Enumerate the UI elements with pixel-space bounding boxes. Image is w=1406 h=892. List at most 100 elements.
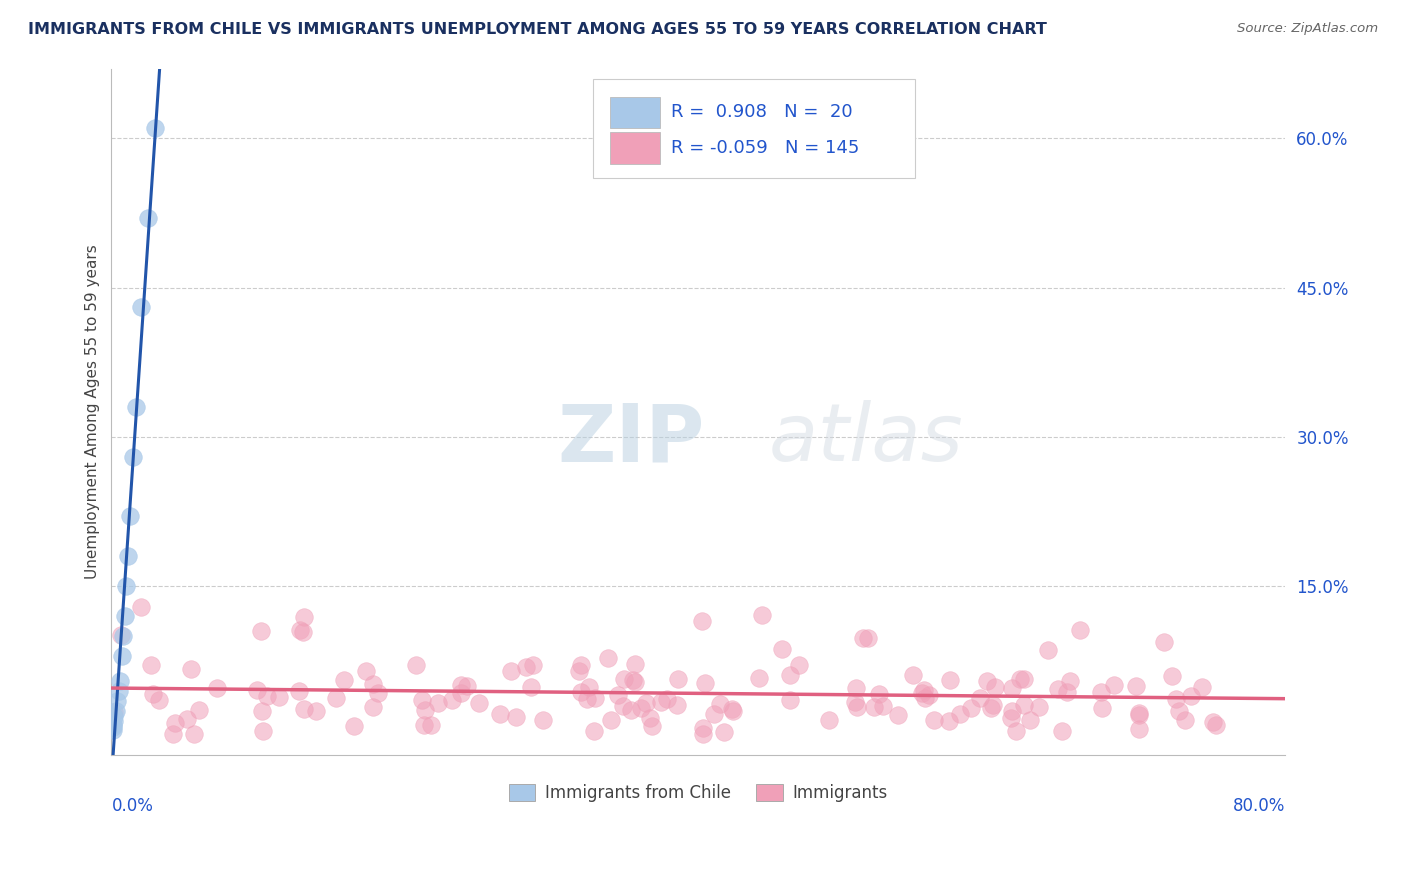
Point xyxy=(188,703,211,717)
Point xyxy=(576,692,599,706)
Point xyxy=(634,697,657,711)
Point xyxy=(721,704,744,718)
Point xyxy=(1005,723,1028,738)
Point xyxy=(1059,673,1081,688)
Point xyxy=(703,707,725,722)
Point xyxy=(205,681,228,695)
Text: Source: ZipAtlas.com: Source: ZipAtlas.com xyxy=(1237,22,1378,36)
Point xyxy=(914,691,936,706)
Text: R =  0.908   N =  20: R = 0.908 N = 20 xyxy=(671,103,853,121)
Point xyxy=(844,695,866,709)
Point xyxy=(1091,701,1114,715)
Point xyxy=(145,121,167,136)
Point xyxy=(249,624,271,638)
Point xyxy=(924,713,946,727)
Point xyxy=(117,549,139,564)
Point xyxy=(981,698,1004,712)
Point xyxy=(505,710,527,724)
Point xyxy=(613,672,636,686)
Point xyxy=(122,450,145,464)
Point xyxy=(419,718,441,732)
Point xyxy=(1014,698,1036,712)
Point xyxy=(413,718,436,732)
FancyBboxPatch shape xyxy=(610,132,659,164)
Point xyxy=(787,657,810,672)
Point xyxy=(489,706,512,721)
Point xyxy=(713,725,735,739)
Point xyxy=(1019,714,1042,728)
Point xyxy=(1036,642,1059,657)
Point xyxy=(1047,681,1070,696)
Point xyxy=(596,650,619,665)
Point xyxy=(585,691,607,706)
Point xyxy=(948,707,970,722)
Point xyxy=(1168,705,1191,719)
Point xyxy=(413,702,436,716)
Point xyxy=(325,690,347,705)
Point xyxy=(450,678,472,692)
Text: ZIP: ZIP xyxy=(557,401,704,478)
Point xyxy=(256,690,278,704)
Point xyxy=(666,673,689,687)
Point xyxy=(291,624,314,639)
Point xyxy=(692,727,714,741)
Point xyxy=(522,658,544,673)
Point xyxy=(779,692,801,706)
Point xyxy=(845,681,868,695)
Point xyxy=(1164,692,1187,706)
Point xyxy=(912,682,935,697)
Point xyxy=(120,509,142,524)
Point xyxy=(343,719,366,733)
Point xyxy=(1174,714,1197,728)
Point xyxy=(583,724,606,739)
Point xyxy=(1052,723,1074,738)
Point xyxy=(115,579,138,593)
Point xyxy=(515,660,537,674)
Text: 80.0%: 80.0% xyxy=(1233,797,1285,814)
Point xyxy=(501,664,523,678)
Point xyxy=(1056,685,1078,699)
Point xyxy=(252,704,274,718)
Point xyxy=(103,714,125,728)
Point xyxy=(817,713,839,727)
Y-axis label: Unemployment Among Ages 55 to 59 years: Unemployment Among Ages 55 to 59 years xyxy=(86,244,100,579)
Point xyxy=(114,609,136,624)
Point xyxy=(101,721,124,735)
Point xyxy=(665,698,688,712)
Point xyxy=(693,676,716,690)
Point xyxy=(692,721,714,735)
Point xyxy=(165,716,187,731)
Point xyxy=(246,682,269,697)
Point xyxy=(292,609,315,624)
Point xyxy=(845,699,868,714)
Point xyxy=(456,679,478,693)
Point xyxy=(292,702,315,716)
Point xyxy=(779,668,801,682)
Point xyxy=(531,713,554,727)
Point xyxy=(748,672,770,686)
Point xyxy=(1028,699,1050,714)
FancyBboxPatch shape xyxy=(610,96,659,128)
Point xyxy=(125,400,148,414)
Point xyxy=(569,657,592,672)
Point xyxy=(903,668,925,682)
Point xyxy=(105,693,128,707)
Point xyxy=(638,711,661,725)
Point xyxy=(333,673,356,688)
Point xyxy=(600,713,623,727)
Point xyxy=(361,677,384,691)
Point xyxy=(101,718,124,732)
Point xyxy=(852,631,875,645)
Point xyxy=(918,688,941,702)
Point xyxy=(863,700,886,714)
Point xyxy=(960,701,983,715)
Point xyxy=(692,614,714,628)
Point xyxy=(468,696,491,710)
Point xyxy=(103,705,125,719)
Point xyxy=(1008,672,1031,686)
Point xyxy=(148,692,170,706)
Point xyxy=(770,642,793,657)
Point xyxy=(180,662,202,676)
Point xyxy=(183,727,205,741)
Point xyxy=(427,696,450,710)
